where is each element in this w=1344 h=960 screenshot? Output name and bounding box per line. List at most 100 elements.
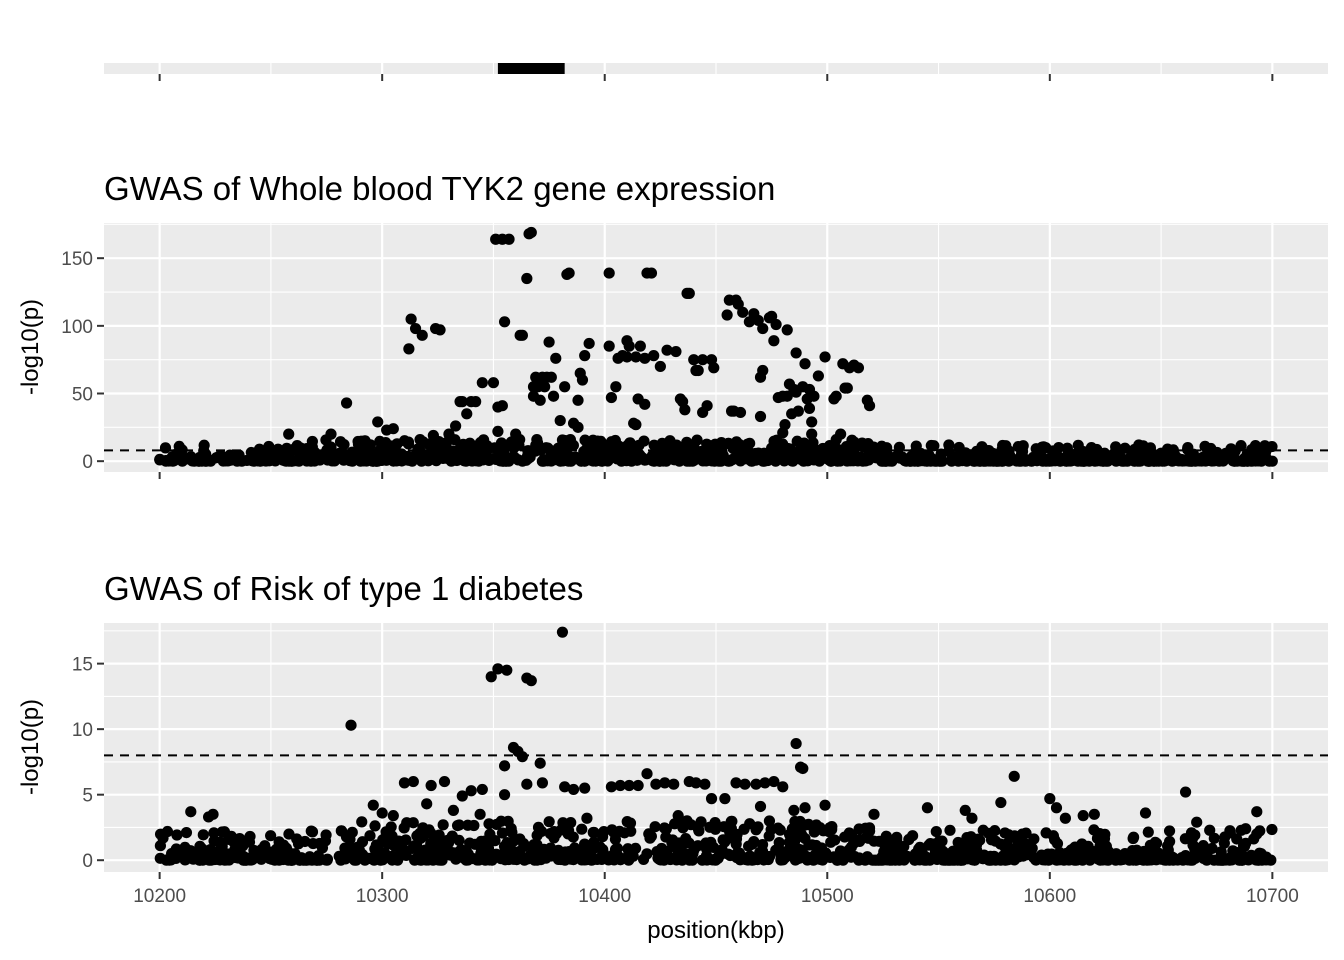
data-point <box>538 455 550 467</box>
data-point <box>1065 844 1077 856</box>
data-point <box>498 789 511 801</box>
data-point <box>340 831 353 843</box>
data-point <box>708 362 720 374</box>
data-point <box>863 822 876 834</box>
data-point <box>1002 829 1015 841</box>
data-point <box>901 850 913 862</box>
data-point <box>1078 448 1090 461</box>
data-point <box>995 796 1007 809</box>
data-point <box>641 848 653 860</box>
data-point <box>372 843 385 855</box>
data-point <box>470 449 482 461</box>
data-point <box>814 853 827 866</box>
data-point <box>956 455 968 467</box>
data-point <box>578 852 590 864</box>
data-point <box>472 852 484 865</box>
data-point <box>434 324 446 336</box>
data-point <box>612 850 625 863</box>
data-point <box>464 837 476 849</box>
data-point <box>925 439 937 452</box>
data-point <box>789 815 801 828</box>
data-point <box>1260 444 1272 456</box>
data-point <box>776 853 788 865</box>
data-point <box>409 854 421 866</box>
data-point <box>763 815 776 827</box>
data-point <box>476 377 488 389</box>
data-point <box>614 779 626 792</box>
data-point <box>387 423 399 435</box>
data-point <box>181 850 194 862</box>
data-point <box>790 737 802 750</box>
data-point <box>576 374 589 386</box>
data-point <box>726 815 738 827</box>
data-point <box>1002 843 1014 856</box>
data-point <box>649 821 661 833</box>
data-point <box>536 777 549 789</box>
data-point <box>730 777 742 789</box>
data-point <box>554 414 566 427</box>
data-point <box>831 443 843 455</box>
data-point <box>419 844 431 856</box>
data-point <box>1173 455 1185 467</box>
data-point <box>356 452 368 464</box>
data-point <box>605 444 617 456</box>
x-tick-label: 10500 <box>801 886 854 907</box>
data-point <box>768 335 780 347</box>
data-point <box>733 847 746 859</box>
data-point <box>943 439 955 451</box>
data-point <box>200 448 212 460</box>
data-point <box>546 827 558 839</box>
data-point <box>194 840 206 852</box>
data-point <box>1088 824 1100 836</box>
data-point <box>719 793 731 805</box>
data-point <box>1049 834 1061 846</box>
data-point <box>1008 770 1020 782</box>
expression-panel: GWAS of Whole blood TYK2 gene expression… <box>17 170 1328 479</box>
data-point <box>630 419 642 431</box>
data-point <box>386 854 398 866</box>
data-point <box>456 396 468 408</box>
data-point <box>443 428 455 440</box>
data-point <box>886 854 898 866</box>
data-point <box>567 783 580 796</box>
data-point <box>447 804 459 817</box>
data-point <box>453 834 465 847</box>
data-point <box>706 455 718 467</box>
data-point <box>234 837 246 849</box>
data-point <box>520 454 532 466</box>
data-point <box>534 757 546 769</box>
data-point <box>670 345 682 358</box>
data-point <box>677 818 689 830</box>
data-point <box>667 834 679 846</box>
data-point <box>724 455 736 467</box>
data-point <box>525 226 537 239</box>
data-point <box>406 455 418 467</box>
data-point <box>497 455 509 467</box>
data-point <box>460 853 472 865</box>
data-point <box>1249 455 1262 467</box>
data-point <box>516 751 528 763</box>
data-point <box>434 854 446 866</box>
data-point <box>699 778 711 790</box>
data-point <box>862 437 874 450</box>
data-point <box>919 449 931 461</box>
data-point <box>401 817 413 829</box>
x-tick-label: 10200 <box>133 886 186 907</box>
data-point <box>1164 446 1176 458</box>
data-point <box>1233 853 1246 865</box>
data-point <box>1208 832 1220 844</box>
data-point <box>631 454 643 466</box>
data-point <box>284 454 296 467</box>
data-point <box>959 804 971 817</box>
data-point <box>1095 455 1107 467</box>
data-point <box>1242 854 1255 866</box>
y-tick-label: 0 <box>82 851 93 872</box>
data-point <box>1195 455 1208 467</box>
data-point <box>1187 832 1199 844</box>
data-point <box>1256 854 1268 866</box>
data-point <box>685 445 697 457</box>
data-point <box>449 454 461 466</box>
data-point <box>768 435 780 447</box>
data-point <box>340 397 353 409</box>
data-point <box>550 352 562 364</box>
